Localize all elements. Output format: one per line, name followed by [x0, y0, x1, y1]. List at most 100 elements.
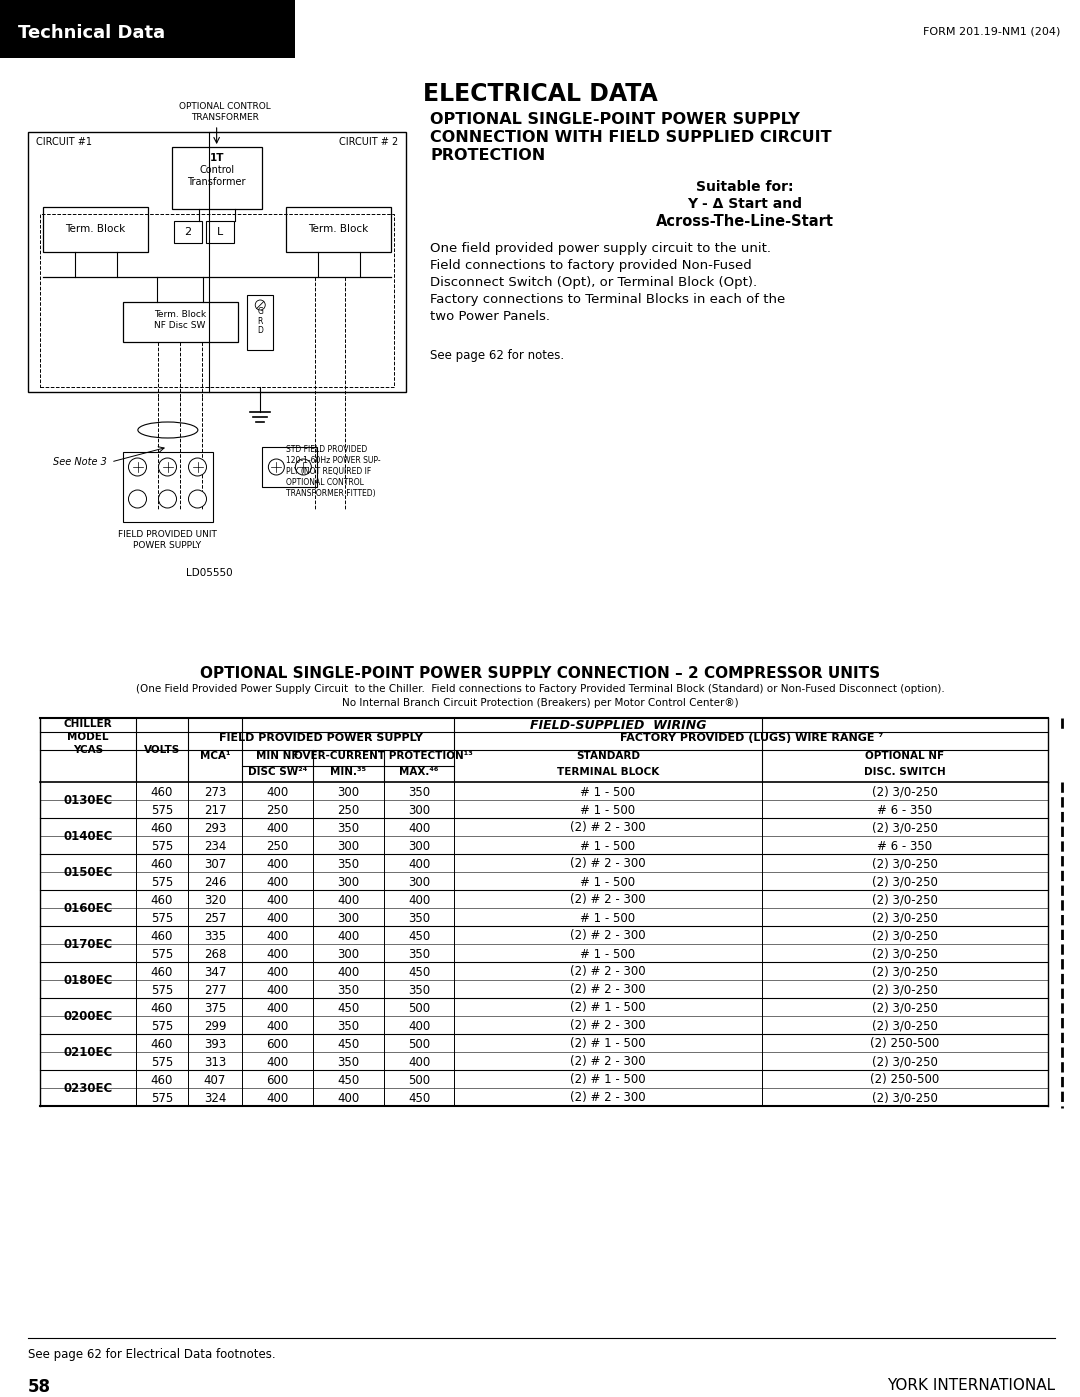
Text: Term. Block
NF Disc SW: Term. Block NF Disc SW	[154, 310, 206, 330]
Text: STD FIELD PROVIDED
120-1-60Hz POWER SUP-
PLY (NOT REQUIRED IF
OPTIONAL CONTROL
T: STD FIELD PROVIDED 120-1-60Hz POWER SUP-…	[286, 446, 381, 499]
Text: 400: 400	[267, 1020, 288, 1032]
Text: 300: 300	[408, 803, 430, 816]
Text: 0150EC: 0150EC	[64, 866, 112, 879]
Text: 400: 400	[267, 929, 288, 943]
Text: # 1 - 500: # 1 - 500	[580, 803, 636, 816]
Text: 300: 300	[408, 840, 430, 852]
Text: 575: 575	[151, 1091, 173, 1105]
Text: (2) # 2 - 300: (2) # 2 - 300	[570, 1020, 646, 1032]
Text: 0160EC: 0160EC	[64, 901, 112, 915]
Text: 300: 300	[337, 785, 360, 799]
Text: STANDARD: STANDARD	[576, 752, 640, 761]
Text: 450: 450	[408, 929, 430, 943]
Text: 600: 600	[267, 1073, 288, 1087]
Text: 246: 246	[204, 876, 226, 888]
Bar	[122, 453, 213, 522]
Text: 575: 575	[151, 911, 173, 925]
Text: 293: 293	[204, 821, 226, 834]
Text: 400: 400	[337, 894, 360, 907]
Text: 250: 250	[337, 803, 360, 816]
Text: 324: 324	[204, 1091, 226, 1105]
Text: 0180EC: 0180EC	[64, 974, 112, 986]
Text: 407: 407	[204, 1073, 226, 1087]
Text: (2) 3/0-250: (2) 3/0-250	[872, 929, 937, 943]
Text: VOLTS: VOLTS	[144, 745, 180, 754]
Text: 400: 400	[267, 858, 288, 870]
Text: 575: 575	[151, 1056, 173, 1069]
Text: Term. Block: Term. Block	[66, 225, 125, 235]
Text: 575: 575	[151, 803, 173, 816]
Text: (2) 3/0-250: (2) 3/0-250	[872, 821, 937, 834]
Text: 0140EC: 0140EC	[64, 830, 112, 842]
Text: DISC SW²⁴: DISC SW²⁴	[247, 767, 307, 777]
Text: (2) # 1 - 500: (2) # 1 - 500	[570, 1073, 646, 1087]
Text: 400: 400	[267, 1056, 288, 1069]
Bar	[122, 302, 238, 342]
Text: 450: 450	[408, 965, 430, 978]
Text: Disconnect Switch (Opt), or Terminal Block (Opt).: Disconnect Switch (Opt), or Terminal Blo…	[430, 277, 757, 289]
Text: 400: 400	[267, 983, 288, 996]
Bar	[247, 295, 273, 351]
Text: Suitable for:: Suitable for:	[697, 180, 794, 194]
Bar	[174, 221, 202, 243]
Text: 350: 350	[408, 947, 430, 961]
Text: FACTORY PROVIDED (LUGS) WIRE RANGE ⁷: FACTORY PROVIDED (LUGS) WIRE RANGE ⁷	[620, 733, 882, 743]
Text: 460: 460	[150, 1073, 173, 1087]
Text: 460: 460	[150, 1038, 173, 1051]
Text: 400: 400	[267, 911, 288, 925]
Text: 300: 300	[337, 840, 360, 852]
Text: 400: 400	[267, 785, 288, 799]
Text: ELECTRICAL DATA: ELECTRICAL DATA	[422, 82, 658, 106]
Text: 400: 400	[408, 1056, 430, 1069]
Text: 450: 450	[337, 1073, 360, 1087]
Text: 400: 400	[408, 821, 430, 834]
Text: (2) # 2 - 300: (2) # 2 - 300	[570, 929, 646, 943]
Text: 575: 575	[151, 876, 173, 888]
Circle shape	[189, 490, 206, 509]
Text: (2) 3/0-250: (2) 3/0-250	[872, 1091, 937, 1105]
Text: (One Field Provided Power Supply Circuit  to the Chiller.  Field connections to : (One Field Provided Power Supply Circuit…	[136, 685, 944, 694]
Circle shape	[295, 460, 311, 475]
Text: 350: 350	[408, 911, 430, 925]
Circle shape	[159, 458, 176, 476]
Bar	[0, 0, 295, 59]
Text: 400: 400	[408, 1020, 430, 1032]
Text: 307: 307	[204, 858, 226, 870]
Text: 1T: 1T	[210, 154, 224, 163]
Text: TERMINAL BLOCK: TERMINAL BLOCK	[557, 767, 659, 777]
Text: 460: 460	[150, 929, 173, 943]
Text: 313: 313	[204, 1056, 226, 1069]
Text: 400: 400	[267, 821, 288, 834]
Text: 400: 400	[408, 858, 430, 870]
Text: (2) 3/0-250: (2) 3/0-250	[872, 1056, 937, 1069]
Bar	[262, 447, 318, 488]
Text: 335: 335	[204, 929, 226, 943]
Text: 0200EC: 0200EC	[64, 1010, 112, 1023]
Text: (2) 3/0-250: (2) 3/0-250	[872, 1002, 937, 1014]
Bar	[40, 214, 394, 387]
Text: FORM 201.19-NM1 (204): FORM 201.19-NM1 (204)	[922, 27, 1059, 36]
Text: 350: 350	[337, 858, 360, 870]
Text: 300: 300	[337, 947, 360, 961]
Text: 400: 400	[267, 965, 288, 978]
Text: MIN NF: MIN NF	[256, 752, 299, 761]
Text: # 6 - 350: # 6 - 350	[877, 803, 932, 816]
Text: 600: 600	[267, 1038, 288, 1051]
Text: 400: 400	[267, 894, 288, 907]
Text: 400: 400	[408, 894, 430, 907]
Text: # 1 - 500: # 1 - 500	[580, 840, 636, 852]
Text: FIELD PROVIDED UNIT
POWER SUPPLY: FIELD PROVIDED UNIT POWER SUPPLY	[118, 529, 217, 550]
Text: 400: 400	[337, 929, 360, 943]
Text: 400: 400	[267, 1091, 288, 1105]
Text: 350: 350	[337, 1056, 360, 1069]
Circle shape	[129, 458, 147, 476]
Text: LD05550: LD05550	[186, 569, 233, 578]
Text: 350: 350	[408, 983, 430, 996]
Text: CIRCUIT #1: CIRCUIT #1	[36, 137, 92, 147]
Text: 450: 450	[408, 1091, 430, 1105]
Bar	[286, 207, 391, 251]
Text: (2) 250-500: (2) 250-500	[870, 1073, 940, 1087]
Text: Across-The-Line-Start: Across-The-Line-Start	[656, 214, 834, 229]
Text: MCA¹: MCA¹	[200, 752, 230, 761]
Text: (2) 3/0-250: (2) 3/0-250	[872, 785, 937, 799]
